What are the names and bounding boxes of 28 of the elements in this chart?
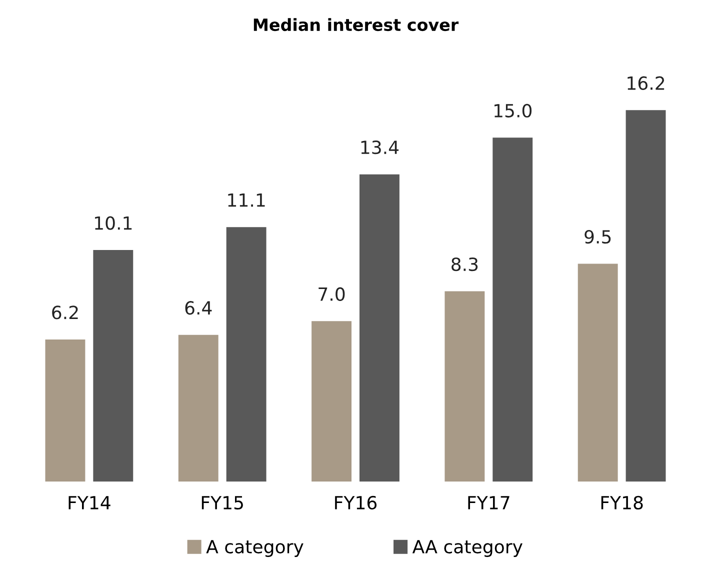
data-label: 7.0	[318, 287, 345, 301]
bar	[578, 264, 618, 482]
data-label: 15.0	[494, 104, 532, 118]
bar	[444, 291, 485, 482]
legend-label: AA category	[412, 540, 522, 557]
legend-label: A category	[206, 540, 304, 557]
bar	[226, 227, 266, 482]
x-tick-label: FY16	[335, 496, 377, 510]
x-tick-label: FY18	[601, 496, 643, 510]
x-tick-label: FY17	[468, 496, 510, 510]
data-label: 6.4	[185, 301, 212, 315]
x-tick-label: FY15	[202, 496, 243, 510]
bar	[93, 250, 134, 482]
bar	[178, 334, 218, 482]
data-label: 11.1	[228, 194, 265, 207]
bar	[312, 321, 352, 482]
x-tick-label: FY14	[68, 496, 110, 510]
data-label: 13.4	[361, 140, 399, 154]
data-label: 16.2	[628, 76, 664, 90]
data-label: 6.2	[52, 306, 78, 320]
bar	[492, 138, 533, 482]
data-label: 9.5	[584, 230, 611, 244]
bar	[359, 174, 400, 482]
data-label: 8.3	[452, 257, 478, 272]
bar	[45, 339, 86, 482]
bar	[626, 110, 666, 482]
data-label: 10.1	[95, 216, 132, 230]
chart-title: Median interest cover	[254, 18, 459, 32]
